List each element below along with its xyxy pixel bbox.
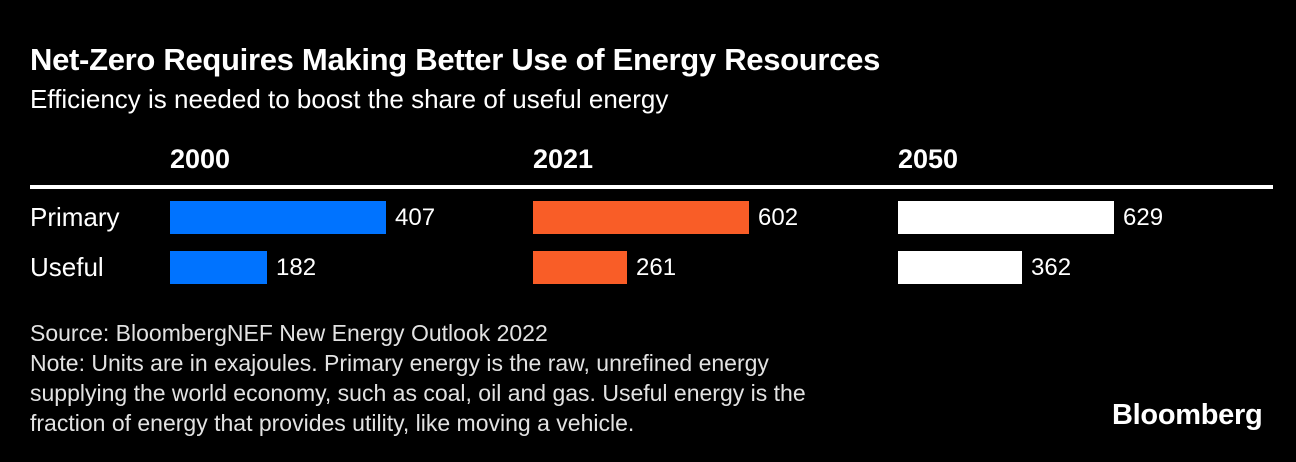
column-header-2021: 2021 [533,144,594,174]
bar-2000-useful [170,251,267,284]
bar-value-2000-useful: 182 [276,254,317,281]
bar-value-2000-primary: 407 [395,204,436,231]
bar-2021-useful [533,251,627,284]
column-header-2000: 2000 [170,144,231,174]
bar-2050-useful [898,251,1022,284]
note-line-1: Note: Units are in exajoules. Primary en… [30,350,769,376]
row-label-primary: Primary [30,202,120,232]
row-label-useful: Useful [30,252,104,282]
bar-2050-primary [898,201,1114,234]
bar-value-2021-useful: 261 [636,254,677,281]
bar-2021-primary [533,201,749,234]
note-text: Note: Units are in exajoules. Primary en… [30,348,806,438]
bar-value-2050-primary: 629 [1123,204,1164,231]
bar-2000-primary [170,201,386,234]
chart-subtitle: Efficiency is needed to boost the share … [30,84,669,114]
source-text: Source: BloombergNEF New Energy Outlook … [30,320,548,346]
bar-value-2021-primary: 602 [758,204,799,231]
chart-title: Net-Zero Requires Making Better Use of E… [30,42,881,77]
note-line-2: supplying the world economy, such as coa… [30,380,806,406]
header-rule [30,185,1273,189]
bar-value-2050-useful: 362 [1031,254,1072,281]
bloomberg-logo: Bloomberg [1112,399,1263,431]
column-header-2050: 2050 [898,144,959,174]
note-line-3: fraction of energy that provides utility… [30,410,635,436]
